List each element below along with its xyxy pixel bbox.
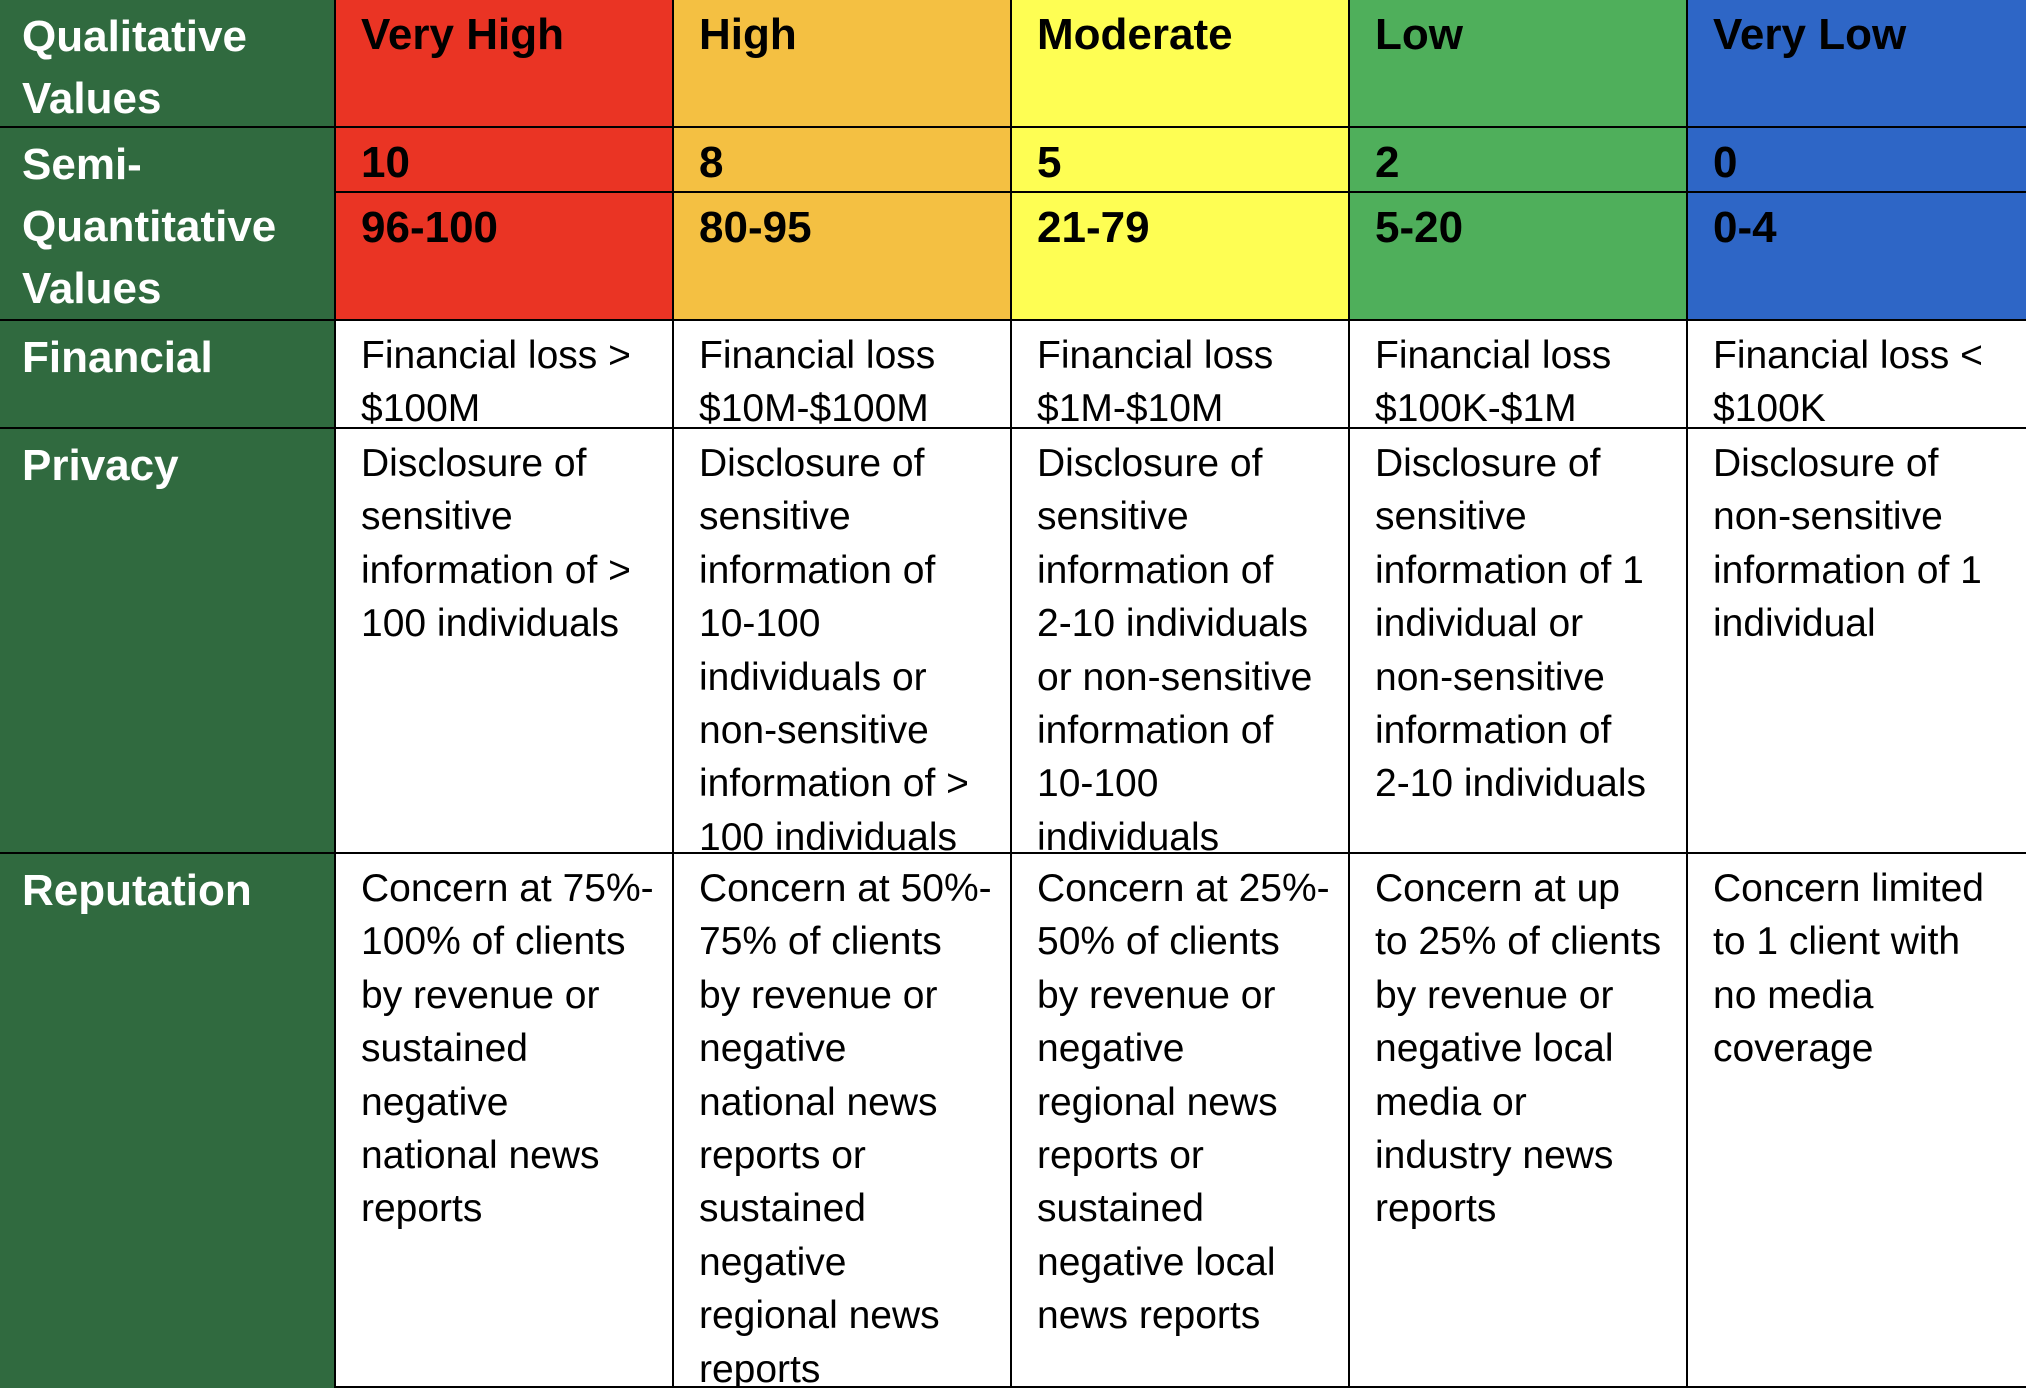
row-header-semi-quantitative: Semi-Quantitative Values — [0, 128, 336, 321]
row-header-privacy: Privacy — [0, 429, 336, 854]
row-header-financial: Financial — [0, 321, 336, 429]
level-very-low-label: Very Low — [1688, 0, 2026, 128]
financial-very-low: Financial loss < $100K — [1688, 321, 2026, 429]
reputation-low: Concern at up to 25% of clients by reven… — [1350, 854, 1688, 1388]
financial-very-high: Financial loss > $100M — [336, 321, 674, 429]
financial-low: Financial loss $100K-$1M — [1350, 321, 1688, 429]
level-moderate-score: 5 — [1012, 128, 1350, 193]
privacy-high: Disclosure of sensitive information of 1… — [674, 429, 1012, 854]
level-high-label: High — [674, 0, 1012, 128]
financial-moderate: Financial loss $1M-$10M — [1012, 321, 1350, 429]
level-high-range: 80-95 — [674, 193, 1012, 321]
privacy-very-high: Disclosure of sensitive information of >… — [336, 429, 674, 854]
level-low-label: Low — [1350, 0, 1688, 128]
privacy-very-low: Disclosure of non-sensitive information … — [1688, 429, 2026, 854]
level-very-high-score: 10 — [336, 128, 674, 193]
financial-high: Financial loss $10M-$100M — [674, 321, 1012, 429]
level-very-low-score: 0 — [1688, 128, 2026, 193]
row-header-qualitative: Qualitative Values — [0, 0, 336, 128]
privacy-low: Disclosure of sensitive information of 1… — [1350, 429, 1688, 854]
level-very-high-range: 96-100 — [336, 193, 674, 321]
level-very-low-range: 0-4 — [1688, 193, 2026, 321]
row-header-reputation: Reputation — [0, 854, 336, 1388]
level-moderate-label: Moderate — [1012, 0, 1350, 128]
reputation-very-low: Concern limited to 1 client with no medi… — [1688, 854, 2026, 1388]
level-low-range: 5-20 — [1350, 193, 1688, 321]
level-moderate-range: 21-79 — [1012, 193, 1350, 321]
privacy-moderate: Disclosure of sensitive information of 2… — [1012, 429, 1350, 854]
level-very-high-label: Very High — [336, 0, 674, 128]
level-high-score: 8 — [674, 128, 1012, 193]
reputation-moderate: Concern at 25%- 50% of clients by revenu… — [1012, 854, 1350, 1388]
level-low-score: 2 — [1350, 128, 1688, 193]
reputation-very-high: Concern at 75%- 100% of clients by reven… — [336, 854, 674, 1388]
reputation-high: Concern at 50%- 75% of clients by revenu… — [674, 854, 1012, 1388]
